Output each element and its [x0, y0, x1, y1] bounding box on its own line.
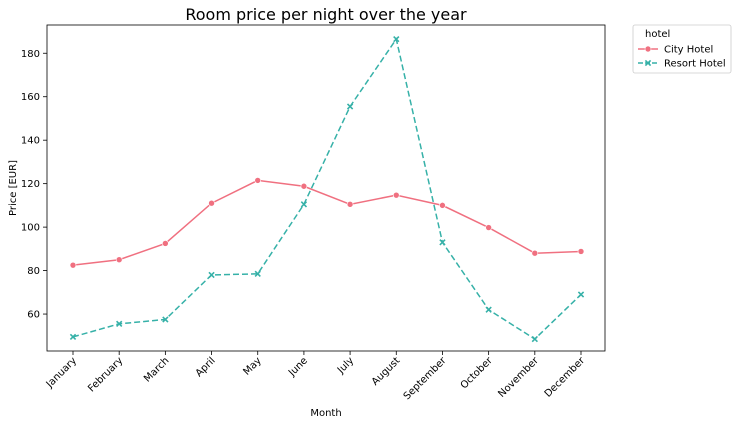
data-point [485, 306, 492, 313]
x-tick-label: August [370, 355, 403, 388]
x-tick-label: September [402, 355, 449, 402]
y-tick-label: 60 [27, 310, 40, 321]
data-point [531, 335, 538, 343]
x-tick-label: March [142, 355, 171, 384]
y-tick-label: 160 [21, 92, 40, 103]
data-point [115, 256, 123, 264]
legend-box [632, 24, 732, 74]
series-line-1 [72, 179, 582, 266]
x-tick-label: May [241, 355, 263, 377]
data-point [300, 201, 308, 208]
data-point [254, 270, 261, 278]
data-point [531, 249, 539, 257]
data-point [300, 182, 308, 190]
legend: hotel City Hotel Resort Hotel [632, 24, 732, 74]
x-axis-label: Month [310, 408, 341, 419]
data-point [116, 320, 123, 327]
y-tick-label: 140 [21, 136, 40, 147]
data-point [577, 291, 585, 298]
data-point [393, 35, 400, 43]
x-tick-label: January [44, 355, 79, 390]
legend-marker [644, 45, 652, 53]
data-point [162, 240, 169, 247]
legend-title: hotel [645, 29, 670, 40]
series-line-2 [72, 37, 582, 340]
y-tick-label: 120 [21, 179, 40, 190]
data-point [208, 271, 215, 279]
data-point [439, 202, 446, 209]
data-point [69, 333, 77, 341]
data-point [69, 261, 77, 269]
data-point [485, 224, 492, 231]
data-point [439, 239, 446, 246]
y-tick-label: 80 [27, 266, 40, 277]
y-axis-label: Price [EUR] [8, 160, 19, 216]
data-point [346, 201, 354, 208]
y-tick-label: 100 [21, 223, 40, 234]
chart-title: Room price per night over the year [185, 5, 467, 24]
data-point [208, 199, 215, 207]
x-tick-label: June [286, 355, 310, 379]
data-point [346, 103, 354, 110]
x-tick-label: April [194, 355, 218, 379]
legend-entry: Resort Hotel [664, 59, 726, 70]
x-tick-label: October [459, 355, 496, 392]
x-tick-label: February [86, 355, 125, 394]
x-tick-label: December [543, 355, 588, 400]
x-tick-label: November [496, 355, 541, 400]
data-point [392, 191, 400, 199]
data-point [577, 248, 585, 255]
y-tick-label: 180 [21, 49, 40, 60]
data-point [254, 177, 262, 184]
plot-frame [46, 24, 606, 352]
legend-marker [644, 59, 652, 67]
legend-entry: City Hotel [664, 45, 713, 56]
x-tick-label: July [335, 355, 356, 376]
data-point [162, 316, 169, 323]
plot-area: 60 80 100 120 140 160 180 January February March A… [21, 24, 606, 402]
